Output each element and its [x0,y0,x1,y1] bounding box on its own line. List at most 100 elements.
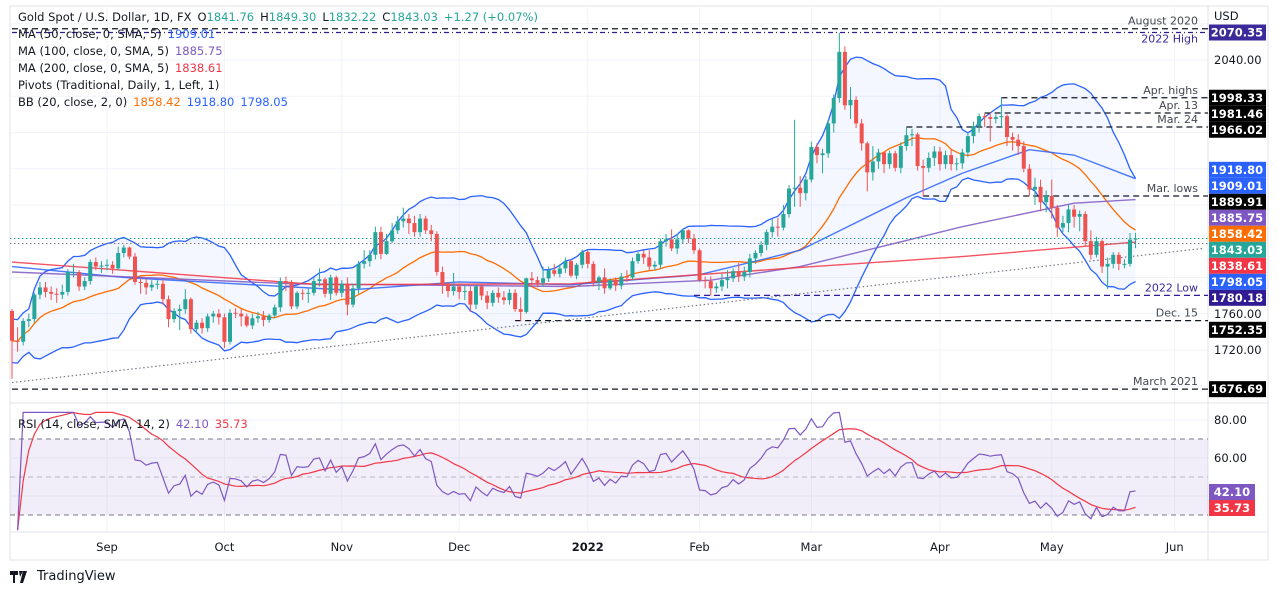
candle [1088,230,1093,260]
price-axis-tag [1209,241,1266,258]
candle-body [261,316,266,321]
candle-body [943,155,948,165]
candle-body [708,281,713,289]
candle-body [82,281,87,287]
indicator-legend-row[interactable]: Pivots (Traditional, Daily, 1, Left, 1) [18,77,294,94]
candle-body [501,297,506,301]
candle-body [731,271,736,279]
time-tick-label: Oct [214,540,234,554]
candle-body [1027,168,1032,190]
candle-body [686,230,691,239]
candle [418,214,423,237]
candle [624,270,629,282]
candle [1021,141,1026,173]
candle [1044,190,1049,213]
level-label: 2022 Low [1145,281,1198,294]
candle-body [971,126,976,137]
candle-body [200,322,205,329]
candle-body [395,221,400,231]
change-value: +1.27 (+0.07%) [443,10,538,24]
candle [865,141,870,192]
candle-body [1066,209,1071,224]
candle-body [423,218,428,231]
rsi-legend: RSI (14, close, SMA, 14, 2) 42.10 35.73 [18,416,254,433]
candle-body [418,218,423,233]
candle [742,266,747,282]
candle-body [188,299,193,330]
candle-body [926,157,931,168]
candle [759,241,764,257]
candle [43,281,48,298]
candle [177,304,182,330]
candle-body [563,261,568,269]
indicator-legend-row[interactable]: MA (50, close, 0, SMA, 5) 1909.01 [18,26,294,43]
candle [988,112,993,142]
candle-body [177,309,182,311]
candle [37,281,42,300]
candle-body [641,253,646,258]
candle [652,261,657,271]
candle-body [473,286,478,305]
candle-body [99,265,104,267]
candle [1060,215,1065,233]
candle-body [513,292,518,310]
indicator-legend-row[interactable]: MA (100, close, 0, SMA, 5) 1885.75 [18,43,294,60]
candle [261,310,266,327]
candle [602,268,607,294]
candle-body [10,310,14,341]
rsi-ma-value: 35.73 [214,417,248,431]
candle-body [1060,223,1065,228]
candle-body [1005,116,1010,138]
candle [680,228,685,244]
time-tick-label: 2022 [572,540,604,554]
candle-body [630,261,635,278]
candle [647,250,652,271]
candle [792,119,797,207]
candle-body [105,264,110,266]
indicator-label: BB (20, close, 2, 0) [18,95,128,109]
price-axis-tag-label: 1843.03 [1211,243,1263,257]
candle [255,311,260,323]
indicator-legend-row[interactable]: MA (200, close, 0, SMA, 5) 1838.61 [18,60,294,77]
price-axis-tag-label: 1966.02 [1211,123,1263,137]
candle [960,148,965,169]
candle-body [809,146,814,180]
candle [26,313,31,328]
candle-body [764,232,769,245]
candle [943,150,948,169]
candle-body [278,281,283,308]
candle [49,286,54,301]
candle [736,262,741,282]
candle [608,278,613,291]
price-axis-tag [1209,289,1266,306]
candle [993,114,998,124]
candle [334,275,339,296]
indicator-legend-row[interactable]: BB (20, close, 2, 0) 1858.42 1918.80 1798.0… [18,94,294,111]
candle-body [334,277,339,293]
candle-body [1128,239,1132,264]
indicator-label: MA (100, close, 0, SMA, 5) [18,44,169,58]
candle [132,252,137,285]
candle-body [144,282,149,288]
candle-body [255,316,260,319]
price-axis-tag [1209,273,1266,290]
candle-body [747,258,752,273]
candle [373,226,378,260]
rsi-axis-tag [1209,484,1255,501]
candle-body [350,288,355,305]
candle-body [345,283,350,305]
candle-body [216,313,221,318]
tradingview-logo[interactable]: TradingView [10,569,116,584]
candle [244,313,249,328]
price-axis-tag [1209,193,1266,210]
candle-body [306,292,311,294]
candle-body [1016,139,1021,147]
candle-body [552,270,557,274]
candle [485,291,490,310]
candle [535,276,540,288]
candle-body [842,51,847,106]
candle-body [820,153,825,156]
price-axis-tag-label: 1918.80 [1211,163,1263,177]
candle-body [664,239,669,242]
